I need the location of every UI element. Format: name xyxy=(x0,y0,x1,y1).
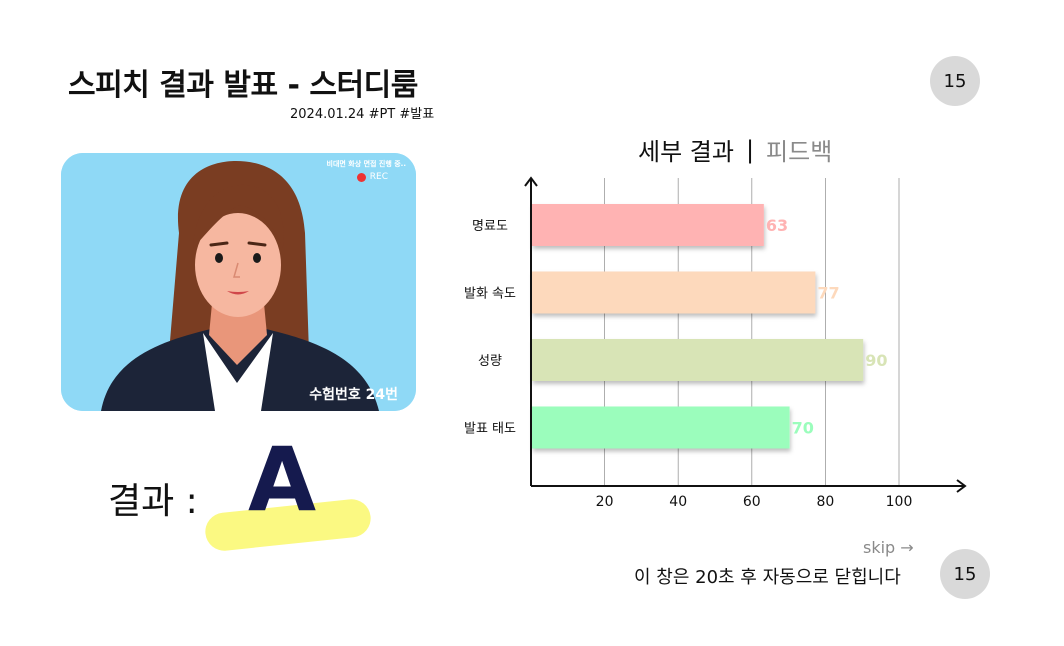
auto-close-notice: 이 창은 20초 후 자동으로 닫힙니다 xyxy=(634,567,901,588)
recording-caption: 비대면 화상 면접 진행 중.. xyxy=(326,160,406,168)
bar-2 xyxy=(532,271,816,314)
value-label-3: 90 xyxy=(865,351,887,370)
value-label-2: 77 xyxy=(817,284,839,303)
page-subtitle: 2024.01.24 #PT #발표 xyxy=(290,107,435,122)
score-bar-chart: 명료도 63 발화 속도 77 성량 90 발표 태도 70 20 40 60 80 100 xyxy=(464,176,967,510)
x-tick-label-40: 40 xyxy=(669,494,687,510)
grade-letter: A xyxy=(248,428,317,531)
skip-link[interactable]: skip → xyxy=(863,538,914,557)
bar-4 xyxy=(532,406,790,449)
category-label-3: 성량 xyxy=(478,354,502,369)
category-label-4: 발표 태도 xyxy=(464,422,516,437)
tab-feedback[interactable]: 피드백 xyxy=(766,138,833,166)
x-tick-label-20: 20 xyxy=(596,494,614,510)
countdown-badge-top: 15 xyxy=(930,56,980,106)
rec-label: REC xyxy=(369,172,388,182)
bar-1 xyxy=(532,204,764,246)
candidate-illustration xyxy=(61,153,416,411)
countdown-badge-bottom: 15 xyxy=(940,549,990,599)
candidate-number-label: 수험번호 24번 xyxy=(309,387,398,403)
rec-indicator: REC xyxy=(356,172,388,182)
tab-divider: | xyxy=(745,135,755,164)
candidate-photo-card: 비대면 화상 면접 진행 중.. REC 수험번호 24번 xyxy=(61,153,416,411)
tab-detail-results[interactable]: 세부 결과 xyxy=(638,138,734,166)
page-title: 스피치 결과 발표 - 스터디룸 xyxy=(68,68,418,103)
y-axis-arrow-icon xyxy=(524,176,538,187)
x-tick-label-60: 60 xyxy=(743,494,761,510)
record-dot-icon xyxy=(356,172,366,182)
x-tick-label-80: 80 xyxy=(816,494,834,510)
category-label-1: 명료도 xyxy=(472,219,508,234)
bar-3 xyxy=(532,339,864,381)
x-tick-label-100: 100 xyxy=(886,494,913,510)
result-tabs: 세부 결과 | 피드백 xyxy=(638,132,832,167)
category-label-2: 발화 속도 xyxy=(464,287,516,302)
result-label: 결과 : xyxy=(108,481,198,522)
value-label-4: 70 xyxy=(792,419,814,438)
x-axis-arrow-icon xyxy=(956,479,967,493)
value-label-1: 63 xyxy=(766,216,788,235)
